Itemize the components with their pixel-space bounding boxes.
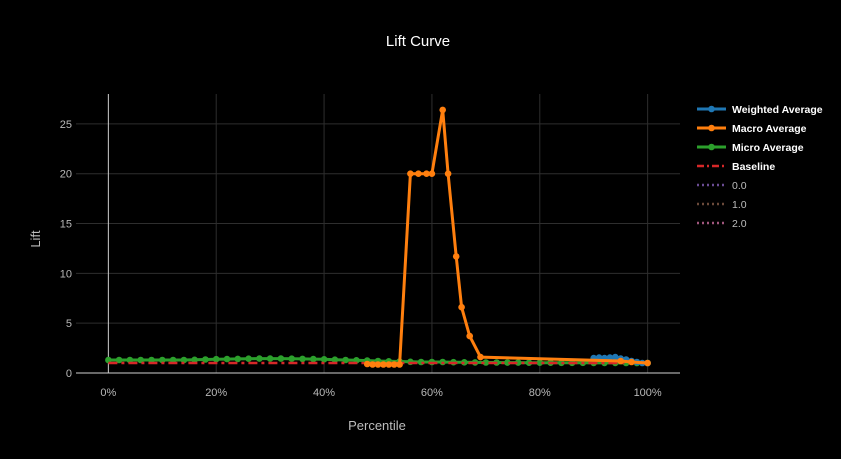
data-point-macro-average — [477, 353, 484, 361]
data-point-micro-average — [536, 359, 544, 367]
legend-label: Weighted Average — [732, 104, 823, 116]
data-point-macro-average — [390, 361, 398, 368]
data-point-weighted-average — [612, 353, 619, 361]
data-point-macro-average — [428, 170, 436, 177]
legend-label: Micro Average — [732, 142, 804, 154]
series-layer — [105, 106, 651, 368]
legend-item-2-0[interactable]: 2.0 — [697, 218, 747, 230]
y-tick-label: 15 — [60, 219, 72, 231]
legend-item-weighted-average[interactable]: Weighted Average — [697, 104, 823, 116]
data-point-macro-average — [396, 361, 403, 368]
data-point-macro-average — [628, 358, 635, 366]
legend-label: Baseline — [732, 161, 775, 173]
data-point-micro-average — [245, 355, 252, 363]
data-point-macro-average — [458, 303, 465, 311]
data-point-macro-average — [466, 332, 474, 340]
series-macro-average — [363, 106, 651, 368]
data-point-micro-average — [159, 356, 166, 364]
data-point-macro-average — [407, 170, 414, 177]
data-point-micro-average — [331, 356, 339, 364]
data-point-micro-average — [288, 355, 296, 363]
data-point-micro-average — [191, 356, 198, 364]
legend-label: 0.0 — [732, 180, 747, 192]
data-point-micro-average — [202, 356, 209, 363]
y-tick-label: 20 — [60, 169, 72, 181]
legend-label: 2.0 — [732, 218, 747, 230]
y-axis-label: Lift — [28, 230, 43, 248]
data-point-micro-average — [342, 356, 349, 364]
data-point-micro-average — [514, 359, 522, 366]
data-point-micro-average — [126, 356, 134, 364]
data-point-micro-average — [277, 355, 285, 362]
x-tick-label: 40% — [313, 387, 335, 399]
legend[interactable]: Weighted Average Macro Average Micro Avera… — [697, 104, 823, 230]
legend-item-baseline[interactable]: Baseline — [697, 161, 775, 173]
data-point-micro-average — [310, 355, 317, 363]
data-point-macro-average — [415, 170, 422, 177]
data-point-macro-average — [423, 170, 430, 177]
data-point-micro-average — [148, 356, 155, 364]
legend-marker — [708, 143, 715, 151]
x-tick-label: 80% — [529, 387, 551, 399]
data-point-micro-average — [256, 355, 263, 362]
legend-label: 1.0 — [732, 199, 747, 211]
legend-marker — [708, 124, 715, 132]
y-tick-label: 10 — [60, 268, 72, 280]
data-point-micro-average — [180, 356, 188, 364]
x-axis-label: Percentile — [348, 418, 406, 433]
legend-item-1-0[interactable]: 1.0 — [697, 199, 747, 211]
legend-item-macro-average[interactable]: Macro Average — [697, 123, 807, 135]
data-point-micro-average — [299, 355, 306, 363]
x-tick-label: 20% — [205, 387, 227, 399]
axes: 0% 20% 40% 60% 80% 100% 0 5 10 15 20 25 — [60, 94, 680, 399]
data-point-micro-average — [504, 359, 511, 366]
data-point-macro-average — [363, 360, 371, 368]
data-point-macro-average — [374, 361, 382, 368]
y-tick-label: 25 — [60, 119, 72, 131]
x-tick-label: 100% — [634, 387, 662, 399]
legend-label: Macro Average — [732, 123, 807, 135]
data-point-micro-average — [234, 355, 242, 363]
data-point-micro-average — [266, 355, 274, 362]
legend-item-micro-average[interactable]: Micro Average — [697, 142, 804, 154]
legend-item-0-0[interactable]: 0.0 — [697, 180, 747, 192]
data-point-micro-average — [320, 356, 328, 363]
data-point-micro-average — [115, 356, 123, 364]
data-point-macro-average — [385, 361, 393, 368]
data-point-macro-average — [380, 361, 387, 368]
legend-marker — [708, 105, 715, 113]
y-tick-label: 0 — [66, 368, 72, 380]
grid-lines — [76, 94, 680, 373]
data-point-micro-average — [137, 356, 144, 364]
data-point-micro-average — [105, 356, 112, 364]
data-point-macro-average — [617, 357, 624, 365]
chart-title: Lift Curve — [386, 33, 450, 50]
data-point-macro-average — [644, 359, 651, 367]
data-point-micro-average — [223, 355, 231, 363]
data-point-micro-average — [212, 355, 220, 363]
y-tick-label: 5 — [66, 318, 72, 330]
data-point-macro-average — [369, 361, 376, 368]
x-tick-label: 60% — [421, 387, 443, 399]
data-point-macro-average — [452, 253, 460, 260]
data-point-macro-average — [439, 106, 447, 114]
data-point-micro-average — [169, 356, 177, 364]
data-point-macro-average — [444, 170, 452, 177]
x-tick-label: 0% — [100, 387, 116, 399]
